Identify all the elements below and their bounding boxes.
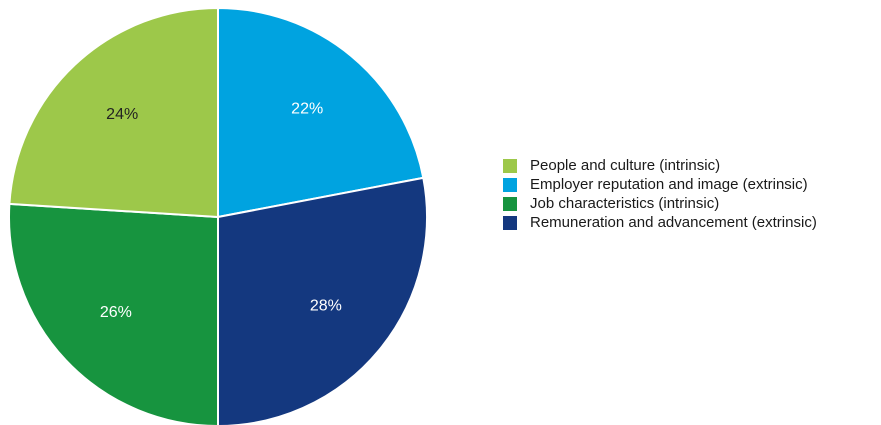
legend-label: Remuneration and advancement (extrinsic) [530, 214, 817, 231]
pie-slice [217, 6, 425, 219]
pie-slice [8, 202, 219, 425]
legend-swatch [503, 177, 517, 192]
pie-slice [217, 176, 428, 425]
legend-label: Employer reputation and image (extrinsic… [530, 176, 808, 193]
legend-item: Employer reputation and image (extrinsic… [503, 175, 817, 194]
legend-swatch [503, 158, 517, 173]
legend: People and culture (intrinsic) Employer … [503, 156, 817, 232]
slice-percent-label: 28% [310, 297, 342, 314]
slice-percent-label: 26% [100, 304, 132, 321]
legend-swatch [503, 196, 517, 211]
slice-percent-label: 24% [106, 106, 138, 123]
pie-slices [8, 6, 428, 425]
pie-slice [8, 6, 219, 219]
pie-slice-labels: 22% 28% 26% 24% [100, 100, 342, 321]
slice-percent-label: 22% [291, 100, 323, 117]
legend-swatch [503, 215, 517, 230]
legend-label: Job characteristics (intrinsic) [530, 195, 720, 212]
legend-item: People and culture (intrinsic) [503, 156, 817, 175]
legend-item: Job characteristics (intrinsic) [503, 194, 817, 213]
legend-label: People and culture (intrinsic) [530, 157, 721, 174]
legend-item: Remuneration and advancement (extrinsic) [503, 213, 817, 232]
